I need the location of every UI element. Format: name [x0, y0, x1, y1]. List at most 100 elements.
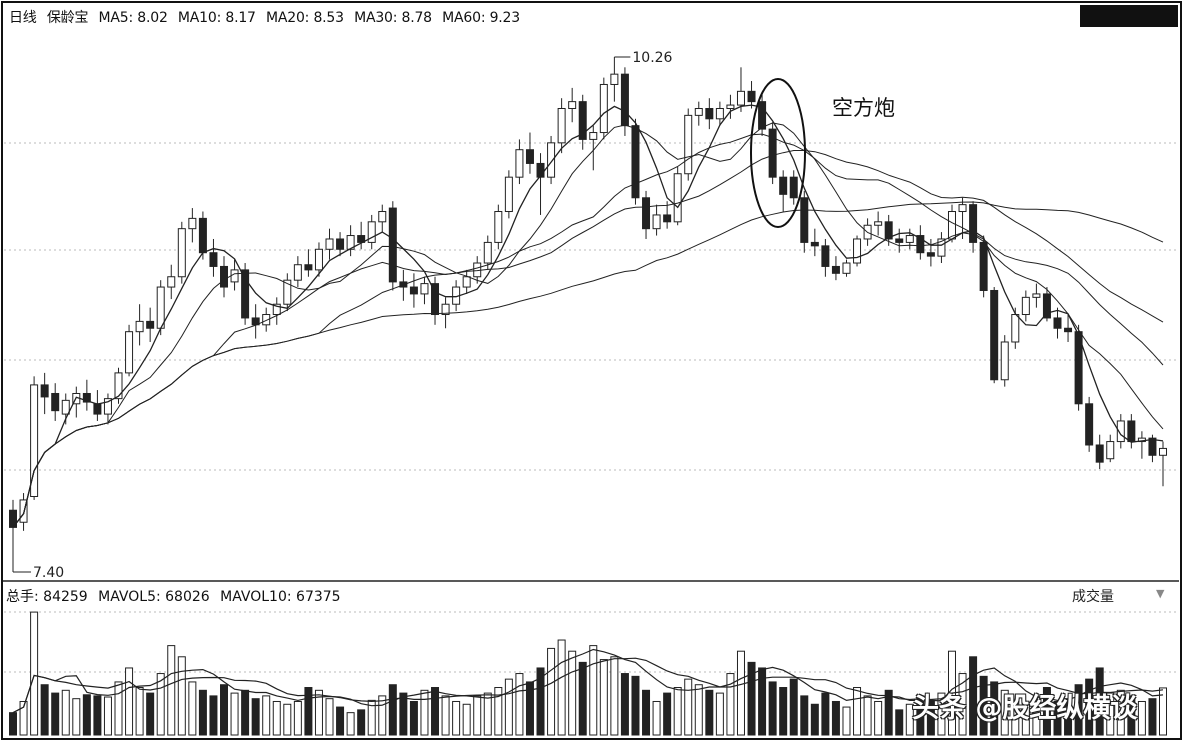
ma10-line	[12, 122, 1164, 528]
candle-body-down	[209, 252, 218, 267]
candle	[705, 98, 714, 130]
candle-body-up	[367, 221, 376, 243]
volume-bar	[1159, 687, 1167, 736]
volume-bar	[357, 709, 366, 736]
volume-bar	[958, 673, 967, 736]
candle	[652, 204, 661, 236]
candle-body-up	[610, 73, 619, 85]
volume-bar	[367, 699, 376, 736]
candle-body-down	[631, 125, 640, 199]
volume-bar	[114, 681, 123, 736]
candle-body-down	[1127, 420, 1136, 443]
candle	[220, 256, 229, 298]
volume-bar	[620, 673, 629, 736]
candle	[1116, 414, 1125, 449]
candle-body-down	[779, 176, 788, 195]
candle	[251, 304, 260, 339]
candle-body-down	[831, 265, 840, 274]
volume-bar	[30, 611, 39, 736]
volume-bars	[9, 611, 1167, 736]
candle	[1032, 283, 1041, 308]
volume-bar	[515, 673, 524, 736]
candle-body-up	[599, 83, 608, 134]
candle	[969, 201, 978, 253]
candle-body-down	[1064, 327, 1073, 333]
volume-bar	[853, 687, 862, 736]
candle-body-down	[642, 197, 651, 230]
pattern-circle	[750, 78, 806, 228]
candle-body-down	[146, 320, 155, 329]
candle-body-up	[673, 173, 682, 223]
volume-bar	[715, 692, 724, 736]
volume-bar	[388, 684, 397, 736]
volume-bar	[494, 687, 503, 736]
candle-body-down	[747, 90, 756, 103]
volume-bar	[610, 656, 619, 736]
watermark: 头条 @股经纵横谈	[912, 693, 1138, 724]
candle	[125, 324, 134, 377]
candle	[304, 249, 313, 277]
volume-bar	[810, 703, 819, 736]
indicator-select[interactable]: 成交量	[1072, 589, 1114, 605]
candle-body-up	[515, 149, 524, 178]
candle-body-up	[715, 108, 724, 120]
volume-bar	[821, 692, 830, 736]
volume-bar	[93, 695, 102, 736]
candle-body-up	[1021, 296, 1030, 316]
candle-body-up	[568, 101, 577, 110]
candle	[568, 87, 577, 123]
volume-bar	[504, 678, 513, 736]
volume-bar	[336, 706, 345, 736]
candle	[1085, 396, 1094, 452]
candle	[821, 238, 830, 277]
volume-bar	[146, 692, 155, 736]
candle-body-down	[758, 101, 767, 130]
candle-body-up	[293, 264, 302, 281]
candlestick-series	[9, 57, 1167, 548]
volume-bar	[779, 687, 788, 736]
candle-body-down	[789, 176, 798, 199]
candle	[589, 125, 598, 171]
volume-bar	[547, 647, 556, 736]
candle-body-down	[1095, 444, 1104, 463]
ma20-readout: MA20: 8.53	[266, 10, 344, 26]
candle	[40, 372, 49, 415]
candle	[768, 122, 777, 185]
volume-bar	[1042, 687, 1051, 736]
candle-body-down	[821, 245, 830, 267]
candle	[420, 276, 429, 305]
candle	[800, 190, 809, 253]
candle-body-up	[30, 384, 39, 497]
volume-bar	[916, 695, 925, 736]
volume-bar	[399, 692, 408, 736]
volume-bar	[694, 684, 703, 736]
volume-bar	[1032, 706, 1041, 736]
candle-body-up	[114, 372, 123, 400]
candle-body-down	[1085, 403, 1094, 446]
triangle-down-icon[interactable]: ▼	[1156, 587, 1165, 600]
candle-body-up	[325, 238, 334, 250]
candle-body-down	[82, 392, 91, 403]
volume-bar	[979, 675, 988, 736]
candle	[1021, 290, 1030, 322]
low-price-label: 7.40	[33, 565, 64, 581]
volume-bar	[705, 689, 714, 736]
candle-body-up	[483, 241, 492, 264]
candle	[547, 135, 556, 185]
volume-bar	[663, 692, 672, 736]
candle	[82, 379, 91, 411]
volume-bar	[747, 661, 756, 736]
candle	[758, 94, 767, 136]
candle-body-down	[198, 217, 207, 254]
mavol10-line	[12, 657, 1164, 714]
volume-bar	[241, 689, 250, 736]
volume-bar	[9, 712, 17, 736]
candle	[146, 307, 155, 342]
volume-bar	[188, 681, 197, 736]
candle-body-up	[1000, 341, 1009, 381]
mavol10-readout: MAVOL10: 67375	[220, 589, 341, 605]
candle-body-up	[842, 262, 851, 274]
candle-body-up	[283, 279, 292, 305]
